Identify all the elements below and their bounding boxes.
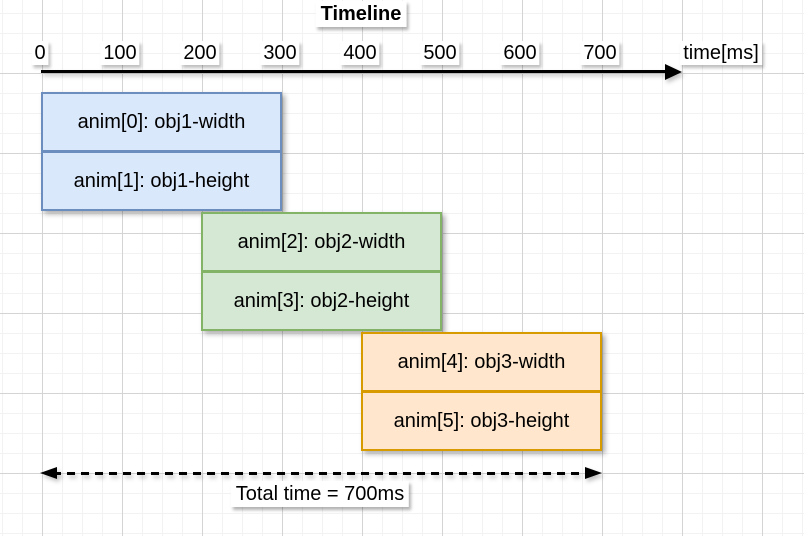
- dashed-line: [53, 472, 589, 475]
- bar-label: anim[1]: obj1-height: [73, 169, 250, 192]
- time-axis-arrowhead-icon: [665, 64, 682, 80]
- bar-label: anim[0]: obj1-width: [77, 110, 246, 133]
- timeline-bar-anim0[interactable]: anim[0]: obj1-width: [41, 92, 282, 152]
- axis-tick-400: 400: [340, 41, 380, 65]
- bar-label: anim[4]: obj3-width: [397, 350, 566, 373]
- axis-tick-500: 500: [420, 41, 460, 65]
- axis-tick-600: 600: [500, 41, 540, 65]
- axis-tick-100: 100: [100, 41, 140, 65]
- timeline-bar-anim1[interactable]: anim[1]: obj1-height: [41, 151, 282, 211]
- axis-tick-200: 200: [180, 41, 220, 65]
- total-time-label[interactable]: Total time = 700ms: [230, 481, 410, 507]
- bar-label: anim[2]: obj2-width: [237, 230, 406, 253]
- bar-label: anim[5]: obj3-height: [393, 409, 570, 432]
- bar-group-obj1: anim[0]: obj1-width anim[1]: obj1-height: [41, 92, 282, 211]
- time-axis-line: [41, 70, 668, 73]
- timeline-bar-anim2[interactable]: anim[2]: obj2-width: [201, 212, 442, 272]
- bar-label: anim[3]: obj2-height: [233, 289, 410, 312]
- timeline-bar-anim4[interactable]: anim[4]: obj3-width: [361, 332, 602, 392]
- timeline-bar-anim3[interactable]: anim[3]: obj2-height: [201, 271, 442, 331]
- axis-tick-0: 0: [31, 41, 49, 65]
- arrowhead-left-icon: [40, 467, 57, 479]
- total-duration-arrow[interactable]: [40, 465, 602, 481]
- arrowhead-right-icon: [585, 467, 602, 479]
- axis-tick-300: 300: [260, 41, 300, 65]
- bar-group-obj2: anim[2]: obj2-width anim[3]: obj2-height: [201, 212, 442, 331]
- diagram-title[interactable]: Timeline: [315, 1, 407, 27]
- bar-group-obj3: anim[4]: obj3-width anim[5]: obj3-height: [361, 332, 602, 451]
- axis-unit-label: time[ms]: [680, 41, 762, 65]
- timeline-bar-anim5[interactable]: anim[5]: obj3-height: [361, 391, 602, 451]
- axis-tick-700: 700: [580, 41, 620, 65]
